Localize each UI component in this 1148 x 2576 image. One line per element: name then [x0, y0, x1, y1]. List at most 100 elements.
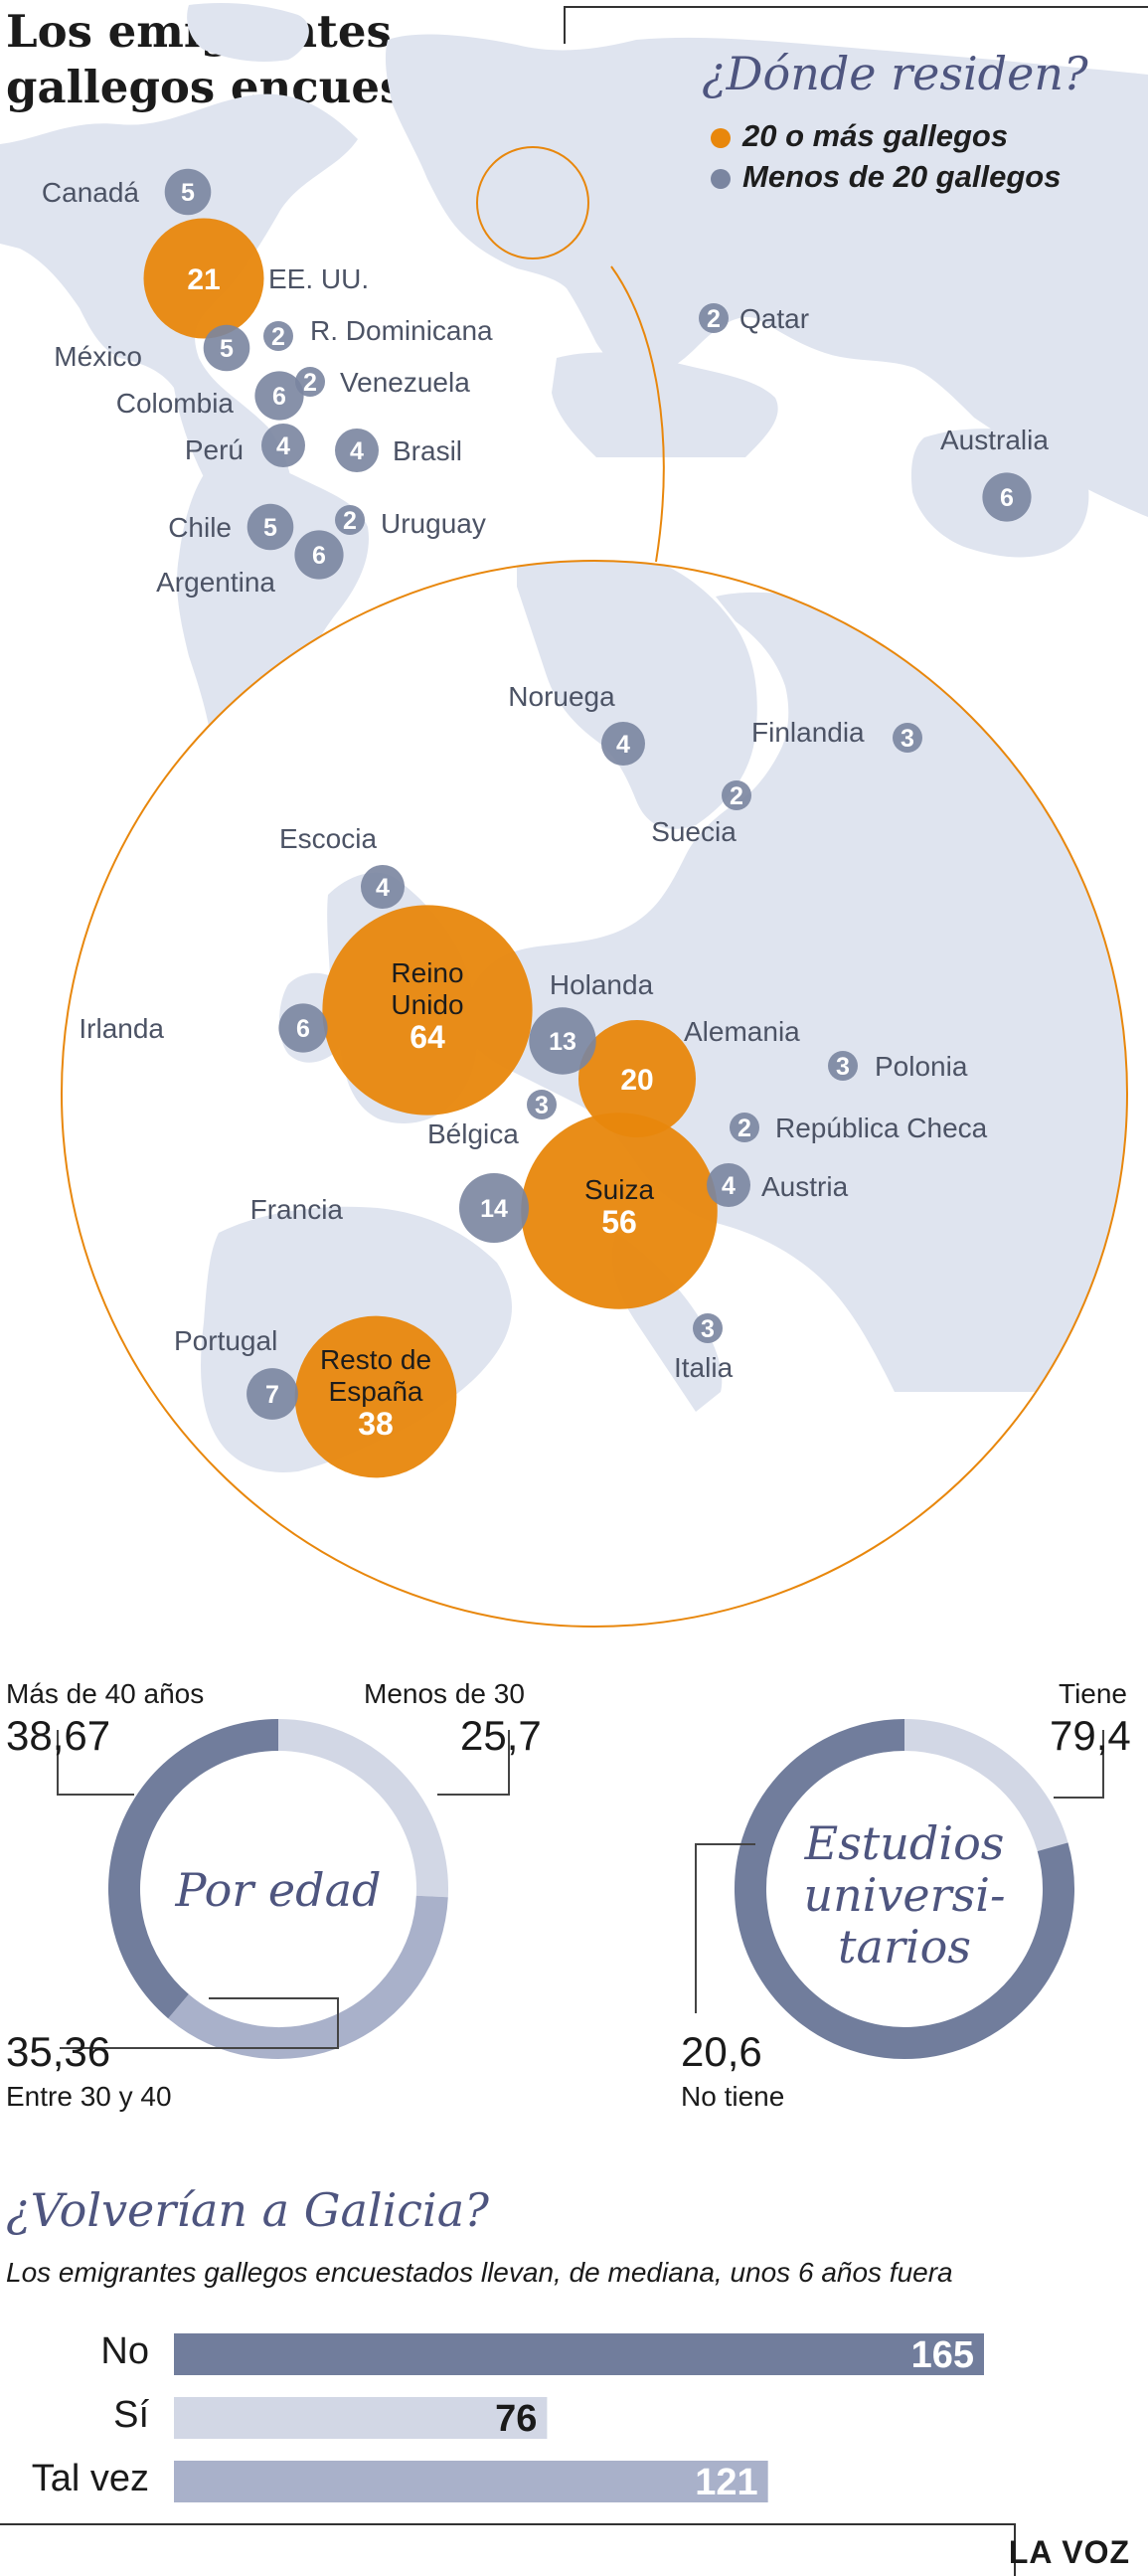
leader-notiene	[695, 1843, 755, 2013]
bubble-circle-resto-de-espana	[294, 1315, 457, 1478]
bubble-circle-australia	[982, 472, 1032, 522]
bubble-circle-reino-unido	[322, 905, 533, 1116]
country-label-ee-uu: EE. UU.	[268, 263, 369, 294]
bubble-alemania: 20 Alemania	[577, 1016, 800, 1138]
bar-si	[174, 2397, 548, 2439]
zoom-connector	[610, 265, 665, 563]
map-svg: 5 Canadá 21 EE. UU. 5 México 2 R. Dominicana 6 Co…	[0, 3, 1148, 1628]
bubble-circle-argentina	[294, 530, 344, 580]
bubble-circle-mexico	[203, 324, 250, 372]
edu-center-line1: Estudios	[804, 1816, 1005, 1870]
bubble-value-canada: 5	[181, 179, 195, 207]
age-30-40-value: 35,36	[6, 2028, 111, 2075]
edu-notiene-value: 20,6	[681, 2028, 762, 2075]
bubble-value-suecia: 2	[730, 782, 743, 810]
age-under30-value: 25,7	[460, 1712, 542, 1759]
bubble-circle-polonia	[828, 1051, 858, 1081]
donut-charts	[57, 1719, 1104, 2059]
bar-value-si: 76	[495, 2398, 537, 2440]
bubble-irlanda: 6 Irlanda	[79, 1003, 328, 1053]
donut-slice-menos-de-30	[277, 1719, 448, 1898]
edu-center-line3: tarios	[838, 1920, 971, 1974]
bubble-canada: 5 Canadá	[42, 168, 212, 216]
donut-slice-entre-30-y-40	[168, 1895, 448, 2059]
footer-brand: LA VOZ	[1008, 2534, 1130, 2570]
edu-donut-center: Estudios universi- tarios	[775, 1817, 1034, 1973]
bubble-value-noruega: 4	[616, 731, 630, 759]
donut-slice-tiene	[735, 1719, 1074, 2059]
bubble-value-ee-uu: 21	[187, 263, 220, 296]
country-label-australia: Australia	[940, 425, 1049, 455]
country-label-qatar: Qatar	[739, 303, 809, 334]
bar-chart-subtitle: Los emigrantes gallegos encuestados llev…	[6, 2257, 953, 2288]
bubble-brasil: 4 Brasil	[335, 429, 462, 472]
bubble-value-francia: 14	[480, 1195, 508, 1223]
country-label-holanda: Holanda	[550, 969, 654, 1000]
bubble-value-austria: 4	[722, 1172, 736, 1200]
bubble-australia: 6 Australia	[940, 425, 1049, 522]
bubble-circle-italia	[693, 1313, 723, 1343]
bubble-value-uruguay: 2	[343, 507, 357, 535]
bubble-italia: 3 Italia	[674, 1313, 734, 1383]
country-label-reino-unido-1: Reino	[391, 957, 463, 988]
map-section-title: ¿Dónde residen?	[702, 47, 1088, 100]
edu-tiene-value: 79,4	[1050, 1712, 1131, 1759]
bubble-value-portugal: 7	[265, 1381, 279, 1409]
bubble-value-belgica: 3	[535, 1092, 549, 1119]
bubble-value-resto-de-espana: 38	[358, 1406, 394, 1442]
bubble-value-venezuela: 2	[303, 369, 317, 397]
country-label-suecia: Suecia	[651, 816, 737, 847]
bubble-value-chile: 5	[263, 514, 277, 542]
country-label-resto-de-espana-1: Resto de	[320, 1344, 431, 1375]
bubble-value-australia: 6	[1000, 484, 1014, 512]
legend-item-large: 20 o más gallegos	[711, 118, 1008, 154]
legend-slate-dot	[711, 168, 731, 189]
bubble-qatar: 2 Qatar	[699, 303, 809, 334]
bubble-belgica: 3 Bélgica	[427, 1090, 557, 1149]
donut-slice-mas-de-40-anos	[108, 1719, 279, 2019]
bar-chart: 165 76 121	[174, 2333, 984, 2503]
bubble-circle-venezuela	[295, 367, 325, 397]
bubble-republica-checa: 2 República Checa	[730, 1113, 988, 1143]
country-label-brasil: Brasil	[393, 435, 462, 466]
bubble-circle-canada	[164, 168, 212, 216]
country-label-chile: Chile	[168, 512, 232, 543]
europe-inset-border	[61, 560, 1128, 1628]
bubble-colombia: 6 Colombia	[116, 371, 304, 421]
bubble-chile: 5 Chile	[168, 503, 294, 551]
bubble-peru: 4 Perú	[185, 424, 305, 467]
bubble-venezuela: 2 Venezuela	[295, 367, 470, 398]
bubble-value-escocia: 4	[376, 874, 390, 902]
bubble-value-brasil: 4	[350, 437, 364, 465]
country-label-r-dominicana: R. Dominicana	[310, 315, 493, 346]
country-label-alemania: Alemania	[684, 1016, 800, 1047]
legend-small-label: Menos de 20 gallegos	[742, 159, 1062, 194]
zoom-circle	[476, 146, 589, 259]
leader-30-40	[60, 1997, 339, 2049]
bubble-circle-escocia	[361, 865, 405, 909]
bubble-value-finlandia: 3	[901, 725, 914, 753]
world-bubbles: 5 Canadá 21 EE. UU. 5 México 2 R. Dominicana 6 Co…	[42, 168, 1049, 598]
country-label-reino-unido-2: Unido	[391, 989, 463, 1020]
legend-large-label: 20 o más gallegos	[742, 118, 1009, 153]
country-label-escocia: Escocia	[279, 823, 377, 854]
bubble-ee-uu: 21 EE. UU.	[143, 218, 369, 339]
bubble-value-mexico: 5	[220, 335, 234, 363]
frame-line	[564, 6, 1148, 8]
country-label-argentina: Argentina	[156, 567, 275, 598]
country-label-austria: Austria	[761, 1171, 849, 1202]
bar-label-si: Sí	[113, 2394, 149, 2436]
bar-tal-vez	[174, 2461, 768, 2502]
bar-label-no: No	[100, 2330, 149, 2372]
bubble-circle-r-dominicana	[263, 321, 293, 351]
country-label-suiza-1: Suiza	[584, 1174, 654, 1205]
bubble-value-republica-checa: 2	[738, 1115, 751, 1142]
country-label-colombia: Colombia	[116, 388, 235, 419]
country-label-francia: Francia	[250, 1194, 344, 1225]
bubble-circle-republica-checa	[730, 1113, 759, 1142]
leader-under30	[437, 1730, 510, 1796]
legend-orange-dot	[711, 127, 731, 148]
bubble-circle-chile	[246, 503, 294, 551]
